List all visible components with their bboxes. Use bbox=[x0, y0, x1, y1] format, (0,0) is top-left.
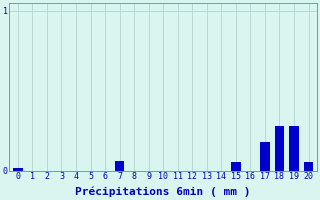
Bar bbox=[13, 168, 23, 171]
X-axis label: Précipitations 6min ( mm ): Précipitations 6min ( mm ) bbox=[76, 187, 251, 197]
Bar bbox=[231, 162, 241, 171]
Bar bbox=[260, 142, 270, 171]
Bar bbox=[304, 162, 313, 171]
Bar bbox=[115, 161, 124, 171]
Bar bbox=[289, 126, 299, 171]
Bar bbox=[275, 126, 284, 171]
